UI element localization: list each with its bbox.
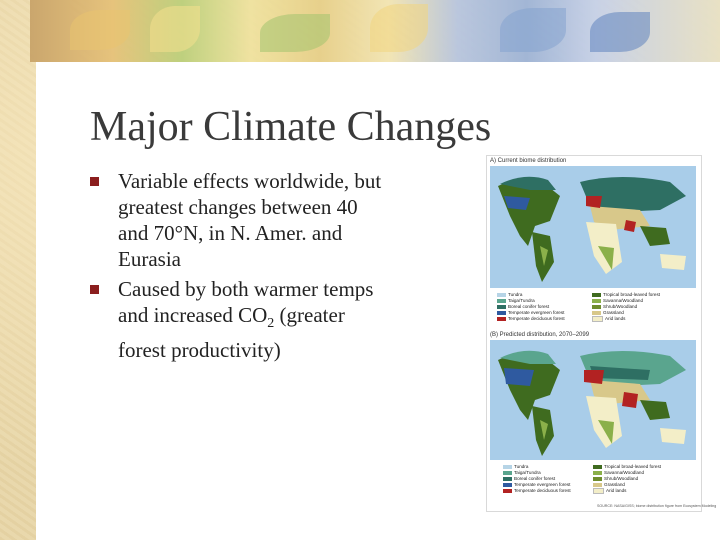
current-biome-map bbox=[490, 166, 696, 288]
legend-current: Tundra Taiga/Tundra Boreal conifer fores… bbox=[497, 292, 693, 328]
legend-swatch bbox=[497, 292, 506, 297]
legend-swatch bbox=[503, 482, 512, 487]
legend-item: Grassland bbox=[593, 482, 625, 487]
bullet-text: Variable effects worldwide, but greatest… bbox=[118, 169, 382, 271]
legend-item: Arid lands bbox=[593, 488, 626, 494]
biome-map-figure: A) Current biome distribution Tundra Tai… bbox=[486, 155, 716, 512]
slide-title: Major Climate Changes bbox=[90, 104, 492, 150]
legend-item: Temperate evergreen forest bbox=[497, 310, 564, 315]
legend-item: Shrub/Woodland bbox=[593, 476, 638, 481]
decorative-banner bbox=[30, 0, 720, 62]
legend-item: Temperate evergreen forest bbox=[503, 482, 570, 487]
leaf-decoration bbox=[260, 14, 330, 52]
map-caption-current: A) Current biome distribution bbox=[490, 158, 567, 164]
leaf-decoration bbox=[70, 10, 130, 50]
legend-predicted: Tundra Taiga/Tundra Boreal conifer fores… bbox=[503, 464, 693, 500]
legend-swatch bbox=[503, 476, 512, 481]
legend-swatch bbox=[503, 488, 512, 493]
legend-item: Temperate deciduous forest bbox=[497, 316, 565, 321]
legend-item: Taiga/Tundra bbox=[497, 298, 535, 303]
legend-item: Boreal conifer forest bbox=[503, 476, 555, 481]
legend-item: Grassland bbox=[592, 310, 624, 315]
legend-item: Taiga/Tundra bbox=[503, 470, 541, 475]
legend-swatch bbox=[593, 488, 604, 494]
legend-swatch bbox=[503, 470, 512, 475]
legend-item: Tundra bbox=[503, 464, 528, 469]
square-bullet-icon bbox=[90, 177, 99, 186]
bullet-item: Variable effects worldwide, but greatest… bbox=[90, 168, 390, 272]
bullet-item: Caused by both warmer temps and increase… bbox=[90, 276, 390, 363]
legend-swatch bbox=[593, 482, 602, 487]
legend-swatch bbox=[593, 464, 602, 469]
leaf-decoration bbox=[500, 8, 566, 52]
legend-swatch bbox=[592, 316, 603, 322]
legend-swatch bbox=[592, 304, 601, 309]
leaf-decoration bbox=[370, 4, 428, 52]
legend-swatch bbox=[497, 316, 506, 321]
figure-credit: SOURCE: NASA/GISS; biome distribution fi… bbox=[597, 504, 717, 508]
legend-swatch bbox=[592, 298, 601, 303]
legend-item: Boreal conifer forest bbox=[497, 304, 549, 309]
world-map-current bbox=[498, 176, 686, 282]
legend-item: Tropical broad-leaved forest bbox=[593, 464, 661, 469]
legend-item: Arid lands bbox=[592, 316, 625, 322]
world-map-predicted bbox=[498, 350, 686, 456]
bullet-text: Caused by both warmer temps and increase… bbox=[118, 277, 374, 363]
legend-swatch bbox=[592, 310, 601, 315]
square-bullet-icon bbox=[90, 285, 99, 294]
legend-swatch bbox=[497, 304, 506, 309]
legend-item: Temperate deciduous forest bbox=[503, 488, 571, 493]
legend-swatch bbox=[593, 476, 602, 481]
bullet-list: Variable effects worldwide, but greatest… bbox=[90, 168, 390, 367]
map-caption-predicted: (B) Predicted distribution, 2070–2099 bbox=[490, 332, 590, 338]
legend-swatch bbox=[592, 292, 601, 297]
legend-item: Savanna/Woodland bbox=[592, 298, 643, 303]
legend-item: Tundra bbox=[497, 292, 522, 297]
predicted-biome-map bbox=[490, 340, 696, 460]
leaf-decoration bbox=[590, 12, 650, 52]
legend-item: Tropical broad-leaved forest bbox=[592, 292, 660, 297]
legend-item: Shrub/Woodland bbox=[592, 304, 637, 309]
legend-swatch bbox=[503, 464, 512, 469]
leaf-decoration bbox=[150, 6, 200, 52]
legend-swatch bbox=[497, 298, 506, 303]
legend-swatch bbox=[593, 470, 602, 475]
legend-item: Savanna/Woodland bbox=[593, 470, 644, 475]
legend-swatch bbox=[497, 310, 506, 315]
